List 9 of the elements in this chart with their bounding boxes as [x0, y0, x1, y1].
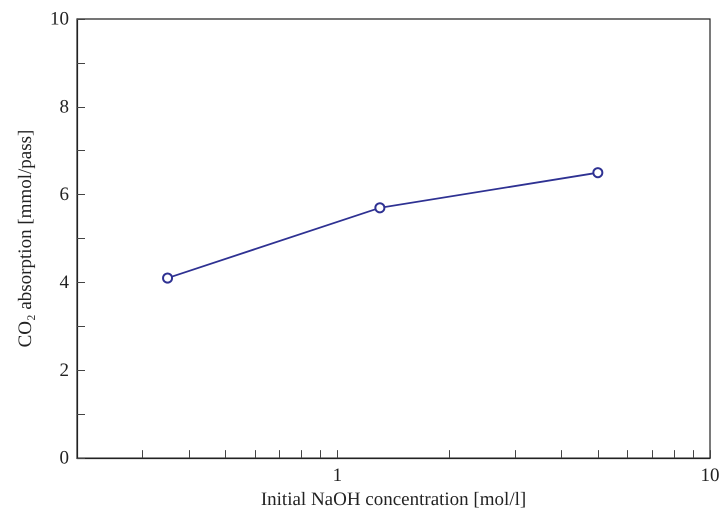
y-tick-label: 8 [60, 96, 69, 118]
y-tick-label: 0 [60, 448, 69, 469]
y-axis-title: CO₂ absorption [mmol/pass] [15, 130, 36, 348]
y-tick-label: 4 [60, 272, 70, 293]
y-tick-label: 6 [60, 184, 69, 206]
x-tick-label: 1 [332, 465, 342, 486]
y-tick-label: 10 [50, 8, 69, 30]
x-axis-title: Initial NaOH concentration [mol/l] [260, 489, 526, 510]
y-tick-label: 2 [60, 360, 69, 381]
